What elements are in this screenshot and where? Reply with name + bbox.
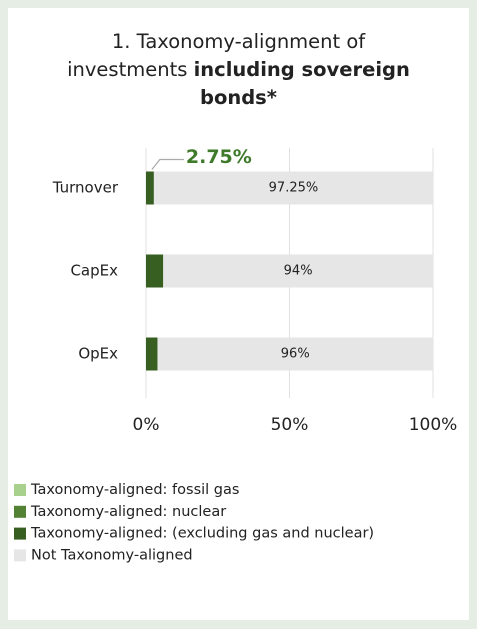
title-text: 1. Taxonomy-alignment of investments (67, 30, 366, 81)
legend-swatch (14, 505, 26, 518)
legend-label: Taxonomy-aligned: nuclear (30, 504, 226, 520)
x-tick-label: 100% (409, 415, 458, 435)
leader-line (151, 158, 184, 170)
chart-title: 1. Taxonomy-alignment of investments inc… (58, 28, 419, 112)
y-tick-label: OpEx (78, 345, 118, 363)
card: 1. Taxonomy-alignment of investments inc… (8, 8, 469, 620)
bar-segment (153, 171, 433, 205)
legend-label: Taxonomy-aligned: (excluding gas and nuc… (30, 526, 374, 542)
bar-segment (146, 337, 158, 371)
legend-swatch (14, 484, 26, 496)
bar-segment (146, 171, 154, 205)
bar-segment (163, 254, 433, 288)
title-bold: including sovereign bonds* (193, 58, 410, 109)
value-label: 97.25% (269, 181, 319, 196)
y-tick-label: Turnover (52, 179, 119, 197)
legend-swatch (14, 549, 26, 562)
value-label: 96% (281, 347, 310, 362)
y-tick-label: CapEx (70, 262, 118, 280)
bar-segment (146, 254, 164, 288)
value-label: 2.75% (186, 146, 252, 168)
bar-segment (157, 337, 434, 371)
value-label: 94% (284, 264, 313, 279)
legend-label: Not Taxonomy-aligned (31, 547, 193, 563)
x-tick-label: 50% (271, 415, 309, 435)
legend-label: Taxonomy-aligned: fossil gas (30, 482, 239, 498)
x-tick-label: 0% (133, 415, 160, 435)
legend-swatch (14, 527, 26, 540)
